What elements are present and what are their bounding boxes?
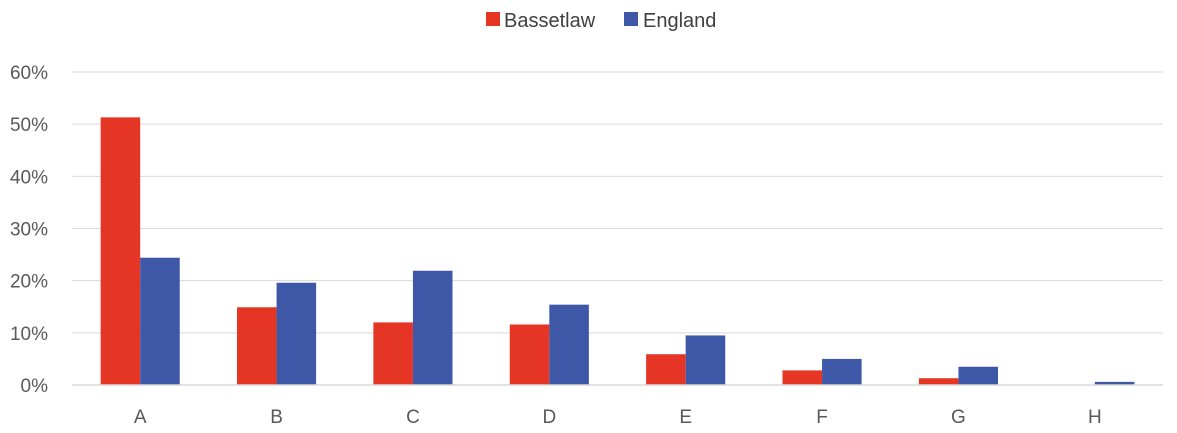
legend-swatch [624,12,638,26]
bar-bassetlaw-a [100,117,141,385]
x-category-label: A [134,407,147,428]
bar-england-g [958,366,998,385]
x-category-label: D [542,407,556,428]
legend-item-bassetlaw: Bassetlaw [486,10,596,32]
y-tick-label: 20% [10,272,48,293]
legend-label: England [643,10,716,32]
y-tick-label: 60% [10,63,48,84]
bar-england-c [412,270,453,385]
bar-bassetlaw-c [373,322,413,385]
x-category-label: E [679,407,692,428]
bar-bassetlaw-f [782,370,823,385]
y-tick-label: 10% [10,324,48,345]
bar-england-a [140,257,180,385]
x-category-label: B [270,407,283,428]
y-tick-label: 30% [10,220,48,241]
bar-england-b [276,282,317,385]
y-axis-tick-labels: 0% 10% 20% 30% 40% 50% 60% [10,63,48,397]
y-tick-label: 0% [21,376,49,397]
bar-bassetlaw-b [237,307,277,385]
bar-bassetlaw-g [918,378,959,385]
legend-label: Bassetlaw [504,10,596,32]
gridlines [72,71,1163,334]
bar-england-f [822,358,862,385]
bar-bassetlaw-e [646,354,686,385]
legend-item-england: England [624,10,716,32]
bar-england-h [1094,381,1135,385]
x-category-label: C [406,407,420,428]
bar-bassetlaw-d [509,324,550,385]
legend: Bassetlaw England [486,10,716,32]
legend-swatch [486,12,500,26]
x-category-label: H [1088,407,1102,428]
x-category-label: F [816,407,828,428]
y-tick-label: 50% [10,115,48,136]
x-category-label: G [951,407,966,428]
x-axis-category-labels: A B C D E F G H [134,407,1102,428]
bar-england-e [685,335,726,385]
bars [100,117,1135,385]
y-tick-label: 40% [10,167,48,188]
bar-england-d [549,304,589,385]
